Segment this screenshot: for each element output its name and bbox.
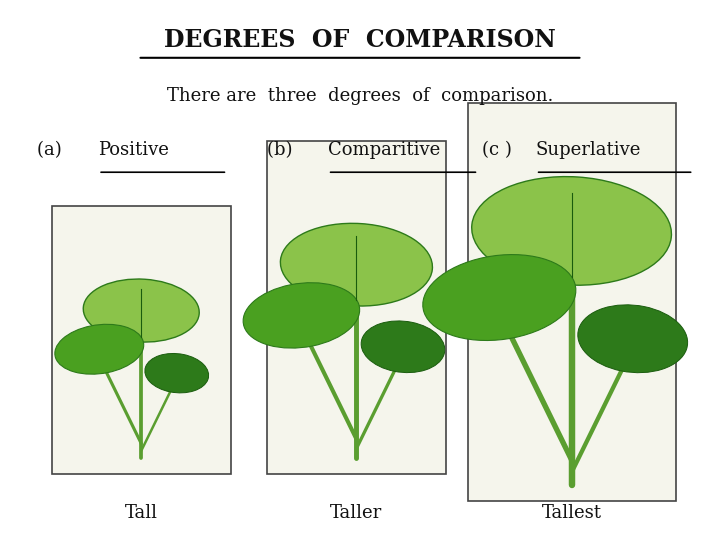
Text: Superlative: Superlative <box>536 141 641 159</box>
Text: DEGREES  OF  COMPARISON: DEGREES OF COMPARISON <box>164 28 556 52</box>
Bar <box>52 206 231 474</box>
Text: (c ): (c ) <box>482 141 518 159</box>
Bar <box>467 104 675 501</box>
Ellipse shape <box>84 279 199 342</box>
Ellipse shape <box>243 283 360 348</box>
Ellipse shape <box>145 354 209 393</box>
Ellipse shape <box>55 325 144 374</box>
Ellipse shape <box>472 177 672 285</box>
Ellipse shape <box>280 224 433 306</box>
Bar <box>267 141 446 474</box>
Text: Comparitive: Comparitive <box>328 141 440 159</box>
Text: Tall: Tall <box>125 504 158 522</box>
Ellipse shape <box>361 321 445 373</box>
Ellipse shape <box>423 254 576 341</box>
Text: Tallest: Tallest <box>541 504 602 522</box>
Text: Positive: Positive <box>98 141 169 159</box>
Ellipse shape <box>578 305 688 373</box>
Text: (b): (b) <box>267 141 304 159</box>
Text: There are  three  degrees  of  comparison.: There are three degrees of comparison. <box>167 87 553 105</box>
Text: Taller: Taller <box>330 504 382 522</box>
Text: (a): (a) <box>37 141 73 159</box>
